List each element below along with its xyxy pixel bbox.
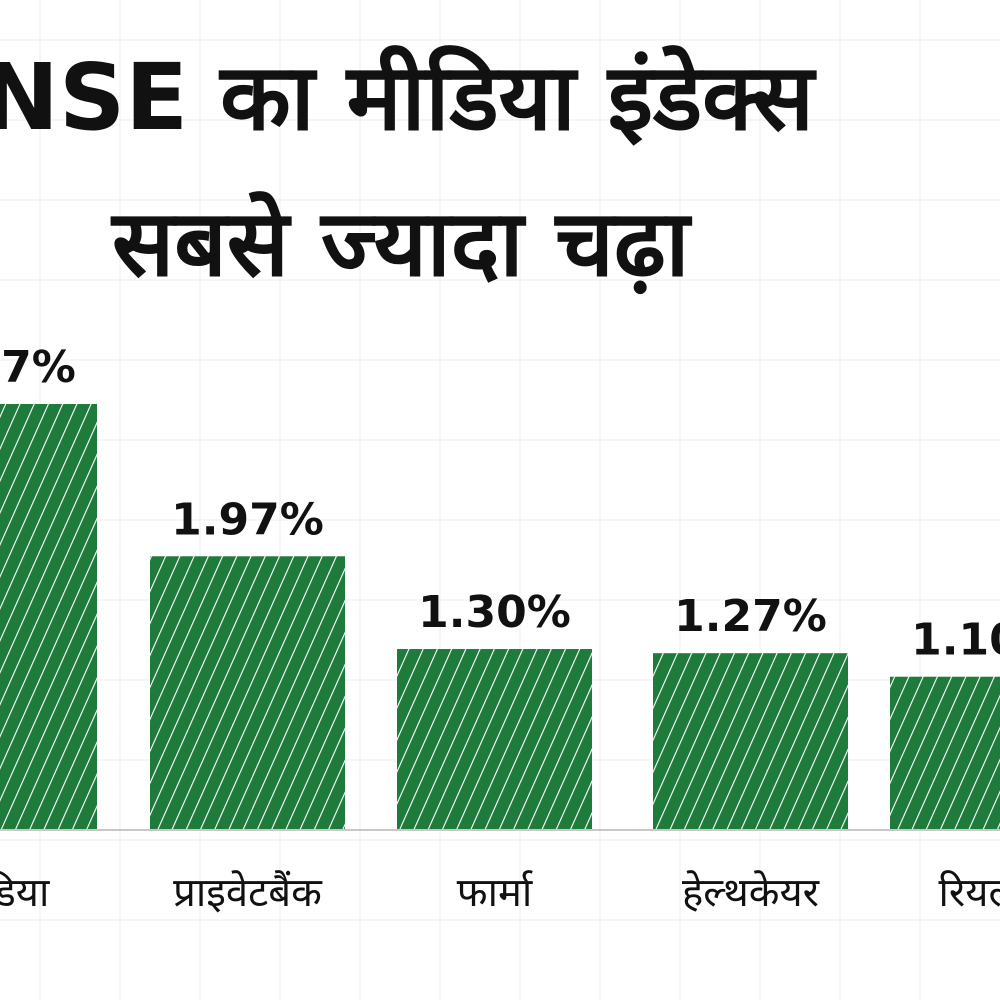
bar-value-label: 1.30% [418,587,571,638]
category-label: प्राइवेटबैंक [173,870,323,916]
bar [890,676,1000,829]
category-label: मीडिया [0,870,50,916]
chart-title-line-2: सबसे ज्यादा चढ़ा [112,190,690,297]
bar-value-label: 1.97% [171,494,324,545]
bar [150,556,345,829]
bar [653,653,848,829]
chart-title-line-1: NSE का मीडिया इंडेक्स [0,44,814,151]
bar-value-label: 3.07% [0,342,76,393]
category-label: रियल्टी [939,870,1000,916]
bar-value-label: 1.10% [911,615,1000,666]
category-label: फार्मा [457,870,533,916]
bar [397,649,592,829]
bar-value-label: 1.27% [674,591,827,642]
category-label: हेल्थकेयर [682,870,820,916]
bar [0,404,97,829]
